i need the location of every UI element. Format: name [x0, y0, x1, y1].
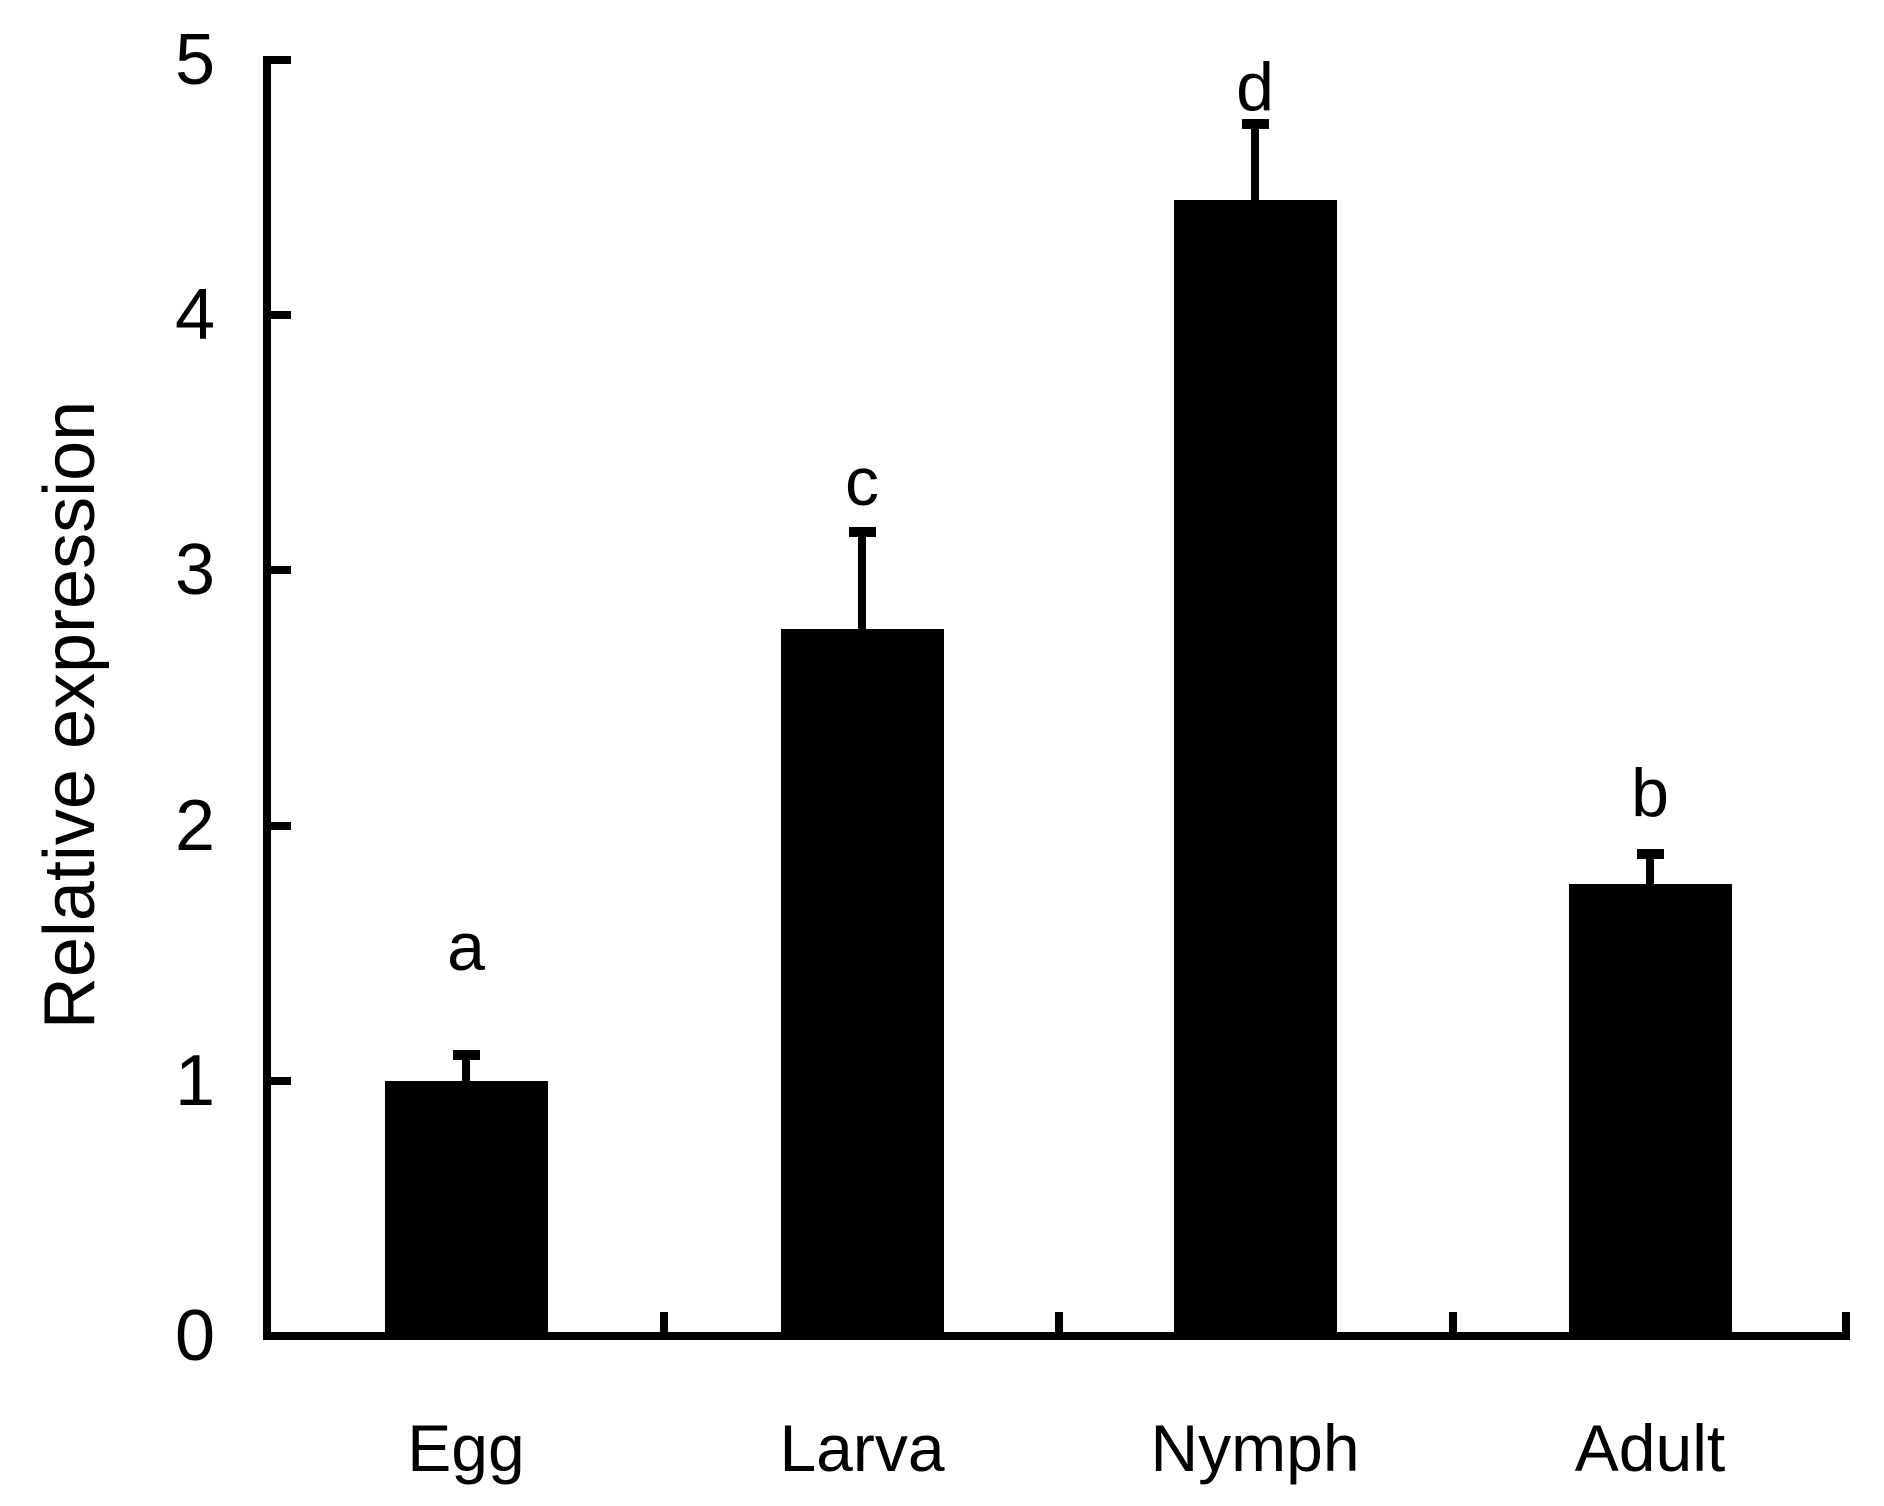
y-tick-label: 1	[174, 1041, 215, 1121]
significance-letter-egg: a	[447, 909, 485, 985]
error-bar-cap-larva	[849, 527, 876, 537]
error-bar-line-egg	[462, 1055, 470, 1101]
error-bar-cap-egg	[453, 1050, 480, 1060]
significance-letter-nymph: d	[1236, 49, 1274, 125]
y-tick-label: 5	[174, 20, 215, 100]
significance-letter-larva: c	[845, 444, 879, 520]
x-category-label-nymph: Nymph	[1150, 1411, 1360, 1485]
error-bar-cap-adult	[1637, 849, 1664, 859]
x-axis-line	[263, 1332, 1850, 1340]
error-bar-line-adult	[1646, 854, 1654, 905]
x-tick-mark	[660, 1312, 668, 1332]
x-category-label-egg: Egg	[407, 1411, 525, 1485]
error-bar-line-nymph	[1251, 124, 1259, 221]
y-tick-mark	[271, 56, 291, 64]
significance-letter-adult: b	[1631, 755, 1669, 831]
y-tick-mark	[271, 311, 291, 319]
error-bar-cap-nymph	[1242, 119, 1269, 129]
x-axis-end-tick	[1842, 1312, 1850, 1332]
y-tick-mark	[271, 1077, 291, 1085]
error-bar-line-larva	[858, 532, 866, 649]
bar-nymph	[1174, 200, 1337, 1336]
y-tick-mark	[271, 566, 291, 574]
y-axis-line	[263, 56, 271, 1340]
x-category-label-adult: Adult	[1574, 1411, 1726, 1485]
bar-adult	[1569, 884, 1732, 1336]
y-tick-label: 2	[174, 786, 215, 866]
y-tick-mark	[271, 822, 291, 830]
y-tick-label: 0	[174, 1296, 215, 1376]
y-tick-label: 4	[174, 275, 215, 355]
x-tick-mark	[1055, 1312, 1063, 1332]
bar-larva	[781, 629, 944, 1336]
bar-egg	[385, 1081, 548, 1336]
y-tick-label: 3	[174, 530, 215, 610]
x-tick-mark	[1449, 1312, 1457, 1332]
x-category-label-larva: Larva	[779, 1411, 945, 1485]
